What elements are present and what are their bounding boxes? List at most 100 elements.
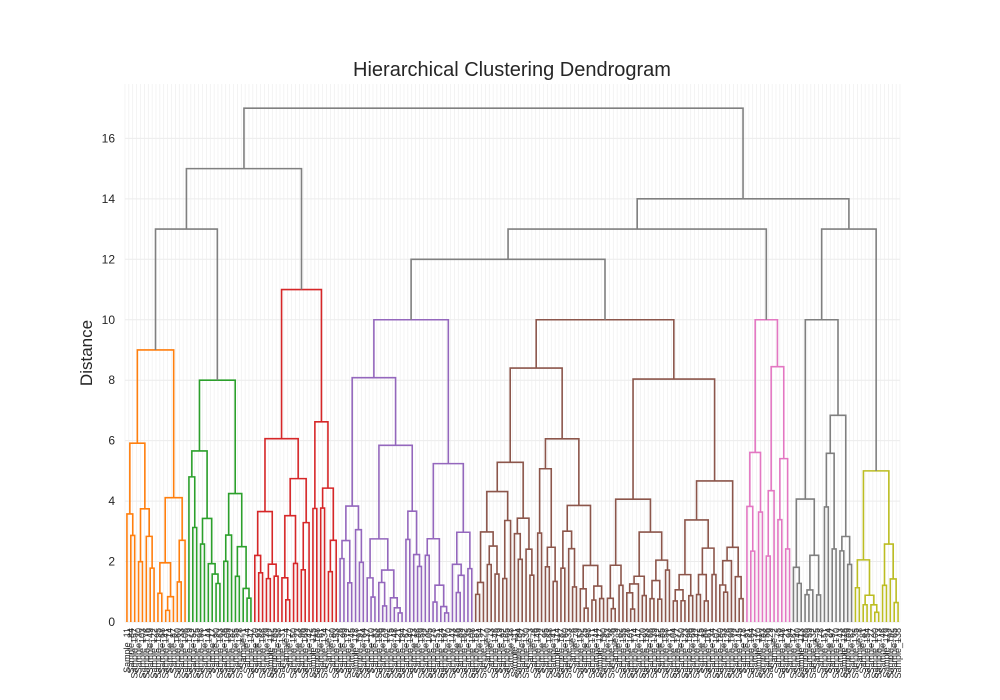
dendrogram-link	[164, 609, 171, 622]
leaf-label: Sample_187	[556, 628, 566, 679]
leaf-label: Sample_15	[695, 628, 705, 674]
leaf-label: Sample_136	[606, 628, 616, 679]
leaf-label: Sample_90	[211, 628, 221, 674]
leaf-label: Sample_54	[475, 628, 485, 674]
leaf-label: Sample_94	[785, 628, 795, 674]
dendrogram-link	[560, 567, 566, 622]
dendrogram-link	[432, 601, 438, 622]
leaf-label: Sample_192	[885, 628, 895, 679]
dendrogram-link	[820, 228, 877, 471]
dendrogram-link	[224, 534, 233, 622]
leaf-label: Sample_110	[754, 628, 764, 678]
leaf-label: Sample_178	[428, 628, 438, 679]
leaf-label: Sample_180	[715, 628, 725, 679]
y-tick-label: 4	[108, 494, 115, 508]
leaf-label: Sample_1	[238, 628, 248, 669]
leaf-label: Sample_9	[610, 628, 620, 669]
leaf-label: Sample_46	[878, 628, 888, 674]
leaf-label: Sample_154	[862, 628, 872, 679]
leaf-label: Sample_81	[858, 628, 868, 674]
leaf-label: Sample_142	[692, 628, 702, 679]
dendrogram-link	[130, 534, 136, 622]
leaf-label: Sample_43	[835, 628, 845, 674]
leaf-label: Sample_184	[513, 628, 523, 679]
dendrogram-link	[571, 586, 578, 622]
leaf-label: Sample_188	[312, 628, 322, 679]
leaf-label: Sample_127	[478, 628, 488, 679]
dendrogram-link	[201, 517, 213, 564]
leaf-label: Sample_21	[781, 628, 791, 674]
leaf-label: Sample_17	[207, 628, 217, 674]
dendrogram-link	[750, 550, 756, 622]
dendrogram-link	[302, 521, 310, 622]
dendrogram-link	[139, 508, 151, 562]
leaf-label: Sample_158	[661, 628, 671, 679]
leaf-label: Sample_119	[881, 628, 891, 678]
dendrogram-link	[864, 594, 875, 605]
leaf-label: Sample_64	[358, 628, 368, 674]
dendrogram-link	[378, 444, 414, 539]
leaf-label: Sample_165	[502, 628, 512, 679]
dendrogram-link	[443, 612, 450, 622]
y-tick-label: 8	[108, 373, 115, 387]
leaf-label: Sample_137	[362, 628, 372, 679]
leaf-label: Sample_134	[320, 628, 330, 679]
dendrogram-link	[267, 563, 277, 579]
leaf-label: Sample_86	[413, 628, 423, 674]
leaf-label: Sample_56	[761, 628, 771, 674]
leaf-label: Sample_193	[641, 628, 651, 679]
leaf-label: Sample_73	[486, 628, 496, 674]
y-tick-label: 16	[102, 131, 116, 145]
leaf-label: Sample_89	[455, 628, 465, 674]
leaf-label: Sample_48	[389, 628, 399, 674]
leaf-label: Sample_168	[544, 628, 554, 679]
dendrogram-link	[207, 562, 216, 622]
dendrogram-link	[546, 546, 556, 582]
leaf-label: Sample_52	[188, 628, 198, 674]
y-tick-label: 0	[108, 615, 115, 629]
leaf-label: Sample_8	[854, 628, 864, 669]
leaf-label: Sample_77	[285, 628, 295, 674]
leaf-label: Sample_139	[649, 628, 659, 679]
leaf-label: Sample_186	[800, 628, 810, 679]
leaf-label: Sample_84	[126, 628, 136, 674]
leaf-label: Sample_59	[804, 628, 814, 674]
leaf-label: Sample_66	[645, 628, 655, 674]
leaf-label: Sample_91	[742, 628, 752, 674]
dendrogram-link	[373, 318, 450, 464]
leaf-label: Sample_33	[176, 628, 186, 674]
dendrogram-link	[856, 559, 871, 596]
dendrogram-link	[412, 553, 421, 622]
leaf-label: Sample_152	[575, 628, 585, 679]
leaf-label: Sample_85	[657, 628, 667, 674]
dendrogram-link	[227, 492, 243, 547]
leaf-label: Sample_177	[672, 628, 682, 679]
leaf-label: Sample_99	[339, 628, 349, 674]
leaf-label: Sample_45	[347, 628, 357, 674]
dendrogram-link	[513, 532, 522, 622]
dendrogram-link	[862, 603, 868, 622]
y-tick-label: 10	[102, 313, 116, 327]
leaf-label: Sample_101	[626, 628, 636, 679]
leaf-label: Sample_113	[796, 628, 806, 678]
y-axis-label: Distance	[77, 320, 96, 386]
dendrogram-link	[254, 554, 262, 622]
dendrogram-link	[874, 611, 880, 622]
leaf-label: Sample_107	[711, 628, 721, 679]
leaf-label: Sample_108	[467, 628, 477, 679]
leaf-label: Sample_171	[587, 628, 597, 679]
leaf-label: Sample_10	[366, 628, 376, 674]
dendrogram-link	[242, 587, 250, 622]
dendrogram-link	[289, 477, 307, 523]
leaf-label: Sample_88	[699, 628, 709, 674]
leaf-label: Sample_18	[738, 628, 748, 674]
leaf-label: Sample_179	[184, 628, 194, 679]
leaf-label: Sample_62	[847, 628, 857, 674]
leaf-label: Sample_116	[839, 628, 849, 678]
leaf-label: Sample_2	[769, 628, 779, 669]
leaf-label: Sample_155	[618, 628, 628, 679]
leaf-label: Sample_109	[223, 628, 233, 679]
leaf-label: Sample_170	[831, 628, 841, 679]
leaf-label: Sample_65	[889, 628, 899, 674]
leaf-label: Sample_140	[405, 628, 415, 679]
